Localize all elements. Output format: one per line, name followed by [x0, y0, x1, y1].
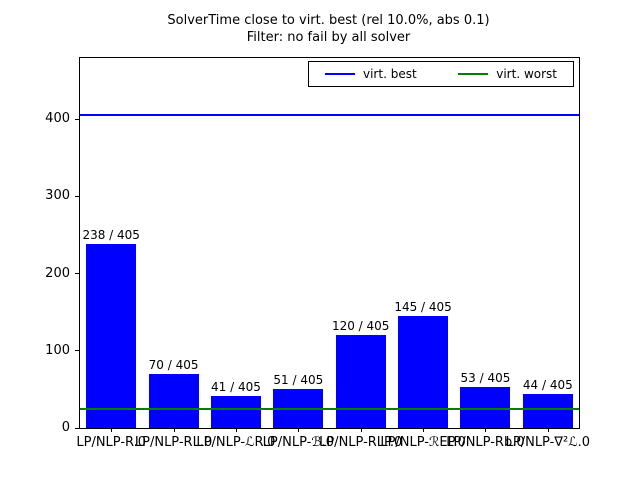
y-tick-mark: [75, 195, 79, 197]
chart-title-line1: SolverTime close to virt. best (rel 10.0…: [167, 13, 490, 28]
legend-line-icon: [458, 73, 489, 75]
virt-worst-line: [80, 407, 579, 410]
x-tick-mark: [360, 428, 362, 432]
y-tick-label: 0: [61, 420, 70, 435]
y-tick-mark: [75, 350, 79, 352]
bar-value-label: 51 / 405: [273, 372, 324, 387]
bar: [460, 387, 511, 428]
bar-value-label: 41 / 405: [211, 380, 261, 395]
bar: [335, 335, 386, 428]
y-tick-mark: [75, 118, 79, 120]
x-tick-label: LP/NLP-ℛEP.0: [380, 435, 466, 450]
bar-value-label: 120 / 405: [331, 319, 390, 334]
y-tick-mark: [75, 427, 79, 429]
x-tick-mark: [547, 428, 549, 432]
bar: [398, 316, 449, 428]
plot-area: 238 / 405 LP/NLP-R.0 70 / 405 LP/NLP-RL.0 41…: [45, 57, 590, 450]
y-tick-label: 100: [45, 342, 70, 358]
x-tick-label: LP/NLP-∇²ℒ.0: [505, 435, 590, 450]
x-tick-label: LP/NLP-ℒR.0: [196, 435, 276, 450]
x-tick-label: LP/NLP-ℬ.0: [262, 435, 334, 450]
x-tick-mark: [111, 428, 113, 432]
y-tick-label: 200: [45, 265, 70, 281]
y-tick-label: 300: [45, 188, 70, 204]
legend-entry-virt-best: virt. best: [325, 67, 417, 81]
bar-value-label: 70 / 405: [148, 357, 199, 372]
x-tick-label: LP/NLP-RLP.0: [319, 435, 403, 450]
bar: [522, 394, 573, 428]
bar: [86, 244, 137, 428]
legend: virt. best virt. worst: [308, 61, 574, 87]
legend-entry-virt-worst: virt. worst: [458, 67, 557, 81]
bar-value-label: 53 / 405: [460, 371, 511, 386]
bar: [210, 396, 261, 428]
x-tick-mark: [485, 428, 487, 432]
x-tick-label: LP/NLP-RL.0: [134, 435, 213, 450]
y-tick-label: 400: [45, 111, 70, 127]
legend-label: virt. best: [363, 67, 417, 81]
x-tick-label: LP/NLP-Rb.0: [446, 435, 525, 450]
x-tick-mark: [298, 428, 300, 432]
legend-line-icon: [325, 73, 355, 75]
x-tick-mark: [423, 428, 425, 432]
x-tick-mark: [173, 428, 175, 432]
bar-value-label: 145 / 405: [394, 299, 452, 314]
bar: [148, 373, 199, 428]
chart-title: SolverTime close to virt. best (rel 10.0…: [79, 12, 578, 46]
virt-best-line: [80, 114, 579, 117]
y-tick-mark: [75, 273, 79, 274]
bar-value-label: 238 / 405: [82, 228, 140, 243]
bar-value-label: 44 / 405: [522, 378, 573, 392]
legend-label: virt. worst: [496, 67, 557, 81]
x-tick-label: LP/NLP-R.0: [76, 435, 147, 450]
x-tick-mark: [235, 428, 237, 432]
chart-title-line2: Filter: no fail by all solver: [246, 30, 411, 45]
